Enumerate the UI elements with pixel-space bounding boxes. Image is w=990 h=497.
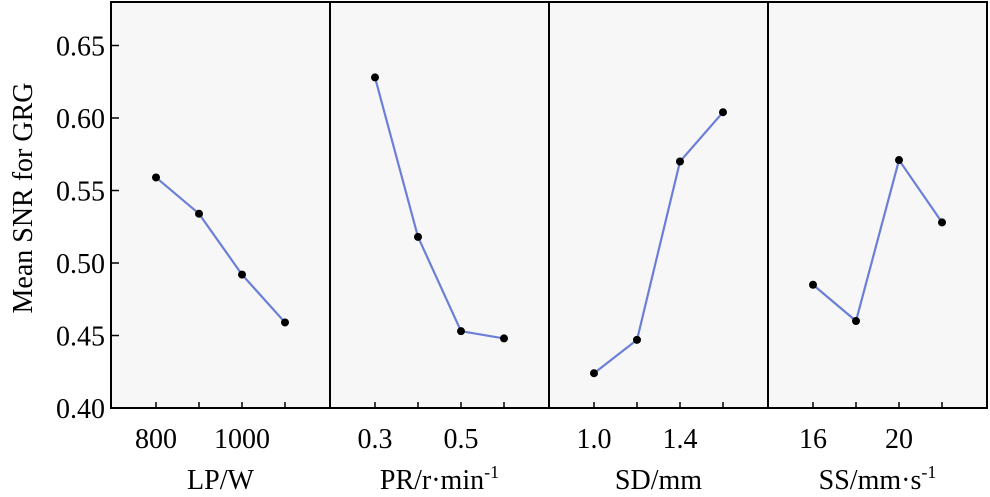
data-point: [590, 369, 598, 378]
series-panel-3: [590, 108, 727, 378]
x-tick-label: 1.0: [577, 424, 612, 455]
x-tick-label: 20: [885, 424, 913, 455]
data-point: [809, 280, 817, 289]
x-axis-title: SD/mm: [615, 465, 702, 496]
x-axis-title: PR/r·min-1: [380, 462, 499, 496]
series-line: [373, 77, 505, 340]
series-layer: [152, 73, 946, 378]
plot-frame: [110, 1, 988, 409]
data-point: [414, 232, 422, 241]
panel-dividers: [329, 2, 769, 408]
y-tick-label: 0.60: [56, 104, 105, 135]
data-point: [633, 335, 641, 344]
series-panel-2: [371, 73, 508, 343]
data-point: [938, 218, 946, 227]
data-point: [195, 209, 203, 218]
data-point: [676, 157, 684, 166]
x-tick-label: 800: [135, 424, 177, 455]
y-tick-label: 0.55: [56, 177, 105, 208]
axis-layer: 0.40 0.45 0.50 0.55 0.60 0.65 800 1000 LP/W 0.3 0.…: [56, 1, 988, 496]
data-point: [281, 318, 289, 327]
x-tick-label: 16: [799, 424, 827, 455]
x-tick-label: 0.3: [358, 424, 393, 455]
x-axis-title-superscript: -1: [484, 462, 499, 482]
x-tick-label: 1.4: [663, 424, 698, 455]
series-line: [155, 176, 286, 324]
x-axis-title: SS/mm·s-1: [819, 462, 937, 496]
x-tick-label: 1000: [214, 424, 270, 455]
y-tick-label: 0.40: [56, 394, 105, 425]
series-line: [593, 111, 724, 375]
y-axis-title: Mean SNR for GRG: [8, 83, 39, 314]
data-point: [852, 317, 860, 325]
data-point: [500, 334, 508, 343]
series-panel-1: [152, 173, 289, 327]
x-axis-title-superscript: -1: [921, 462, 936, 482]
data-point: [895, 156, 903, 165]
data-point: [457, 327, 465, 336]
x-tick-label: 0.5: [444, 424, 479, 455]
data-point: [238, 270, 246, 279]
data-point: [371, 73, 379, 82]
y-tick-label: 0.50: [56, 249, 105, 280]
data-point: [152, 173, 160, 182]
data-point: [719, 108, 727, 117]
series-line: [812, 157, 943, 323]
x-axis-title: LP/W: [187, 465, 254, 496]
y-tick-label: 0.65: [56, 32, 105, 63]
series-panel-4: [809, 156, 946, 325]
y-tick-label: 0.45: [56, 322, 105, 353]
